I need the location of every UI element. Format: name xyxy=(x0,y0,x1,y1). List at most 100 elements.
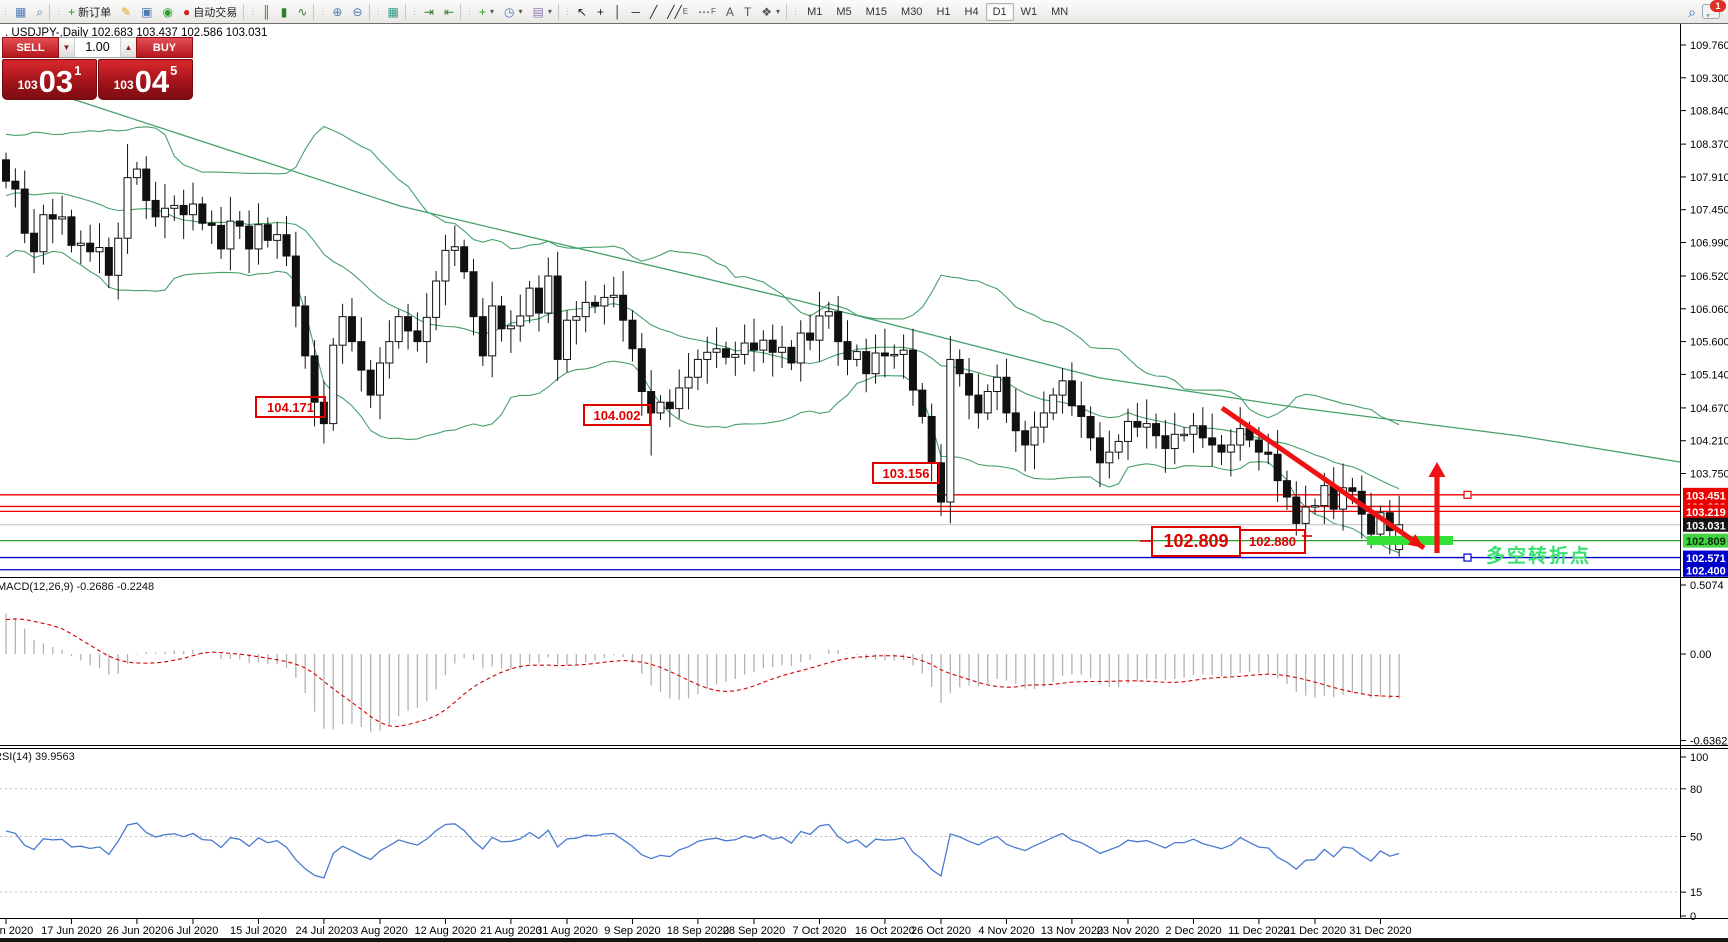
autotrading-button[interactable]: ● 自动交易 xyxy=(178,1,242,23)
tf-h4-label: H4 xyxy=(964,5,979,18)
date-tick-label: 24 Jul 2020 xyxy=(295,925,352,937)
autoscroll-icon[interactable]: ⇥ xyxy=(419,3,439,21)
channel-tool[interactable]: ╱╱ E xyxy=(662,3,693,21)
autotrading-button-label: 自动交易 xyxy=(193,6,238,19)
vertical-line-tool[interactable]: │ xyxy=(609,3,627,21)
horizontal-line-tool[interactable]: ─ xyxy=(626,3,645,21)
signals-icon[interactable]: ◉ xyxy=(158,3,178,21)
sell-button[interactable]: SELL xyxy=(2,37,59,58)
price-tick-label: 106.990 xyxy=(1690,238,1728,250)
tile-windows-icon[interactable]: ▦ xyxy=(383,3,404,21)
crosshair-tool[interactable]: + xyxy=(592,3,609,21)
toolbar-separator xyxy=(368,3,370,20)
chat-badge: 1 xyxy=(1710,0,1726,12)
date-tick-label: 31 Aug 2020 xyxy=(536,925,598,937)
search-icon[interactable]: ⌕ xyxy=(1688,3,1696,20)
buy-price-sup: 5 xyxy=(170,63,178,78)
price-tick-label: 103.750 xyxy=(1690,469,1728,481)
price-tick-label: 108.370 xyxy=(1690,139,1728,151)
label-tool-glyph: T xyxy=(743,4,752,19)
sell-price-sup: 1 xyxy=(74,63,82,78)
trendline-tool[interactable]: ╱ xyxy=(645,3,662,21)
cursor-tool[interactable]: ↖ xyxy=(572,3,592,21)
date-tick-label: 23 Nov 2020 xyxy=(1097,925,1159,937)
text-tool-glyph: A xyxy=(725,4,734,19)
toolbar-separator xyxy=(460,3,462,20)
tf-m15[interactable]: M15 xyxy=(859,3,894,21)
date-tick-label: 6 Jul 2020 xyxy=(168,925,219,937)
chart-window-icon[interactable]: ▦ xyxy=(10,3,31,21)
axis-price-tag: 102.571 xyxy=(1686,553,1726,565)
price-tick-label: 107.450 xyxy=(1690,205,1728,217)
date-tick-label: 7 Oct 2020 xyxy=(793,925,847,937)
toolbar-separator xyxy=(49,3,51,20)
volume-down-button[interactable]: ▼ xyxy=(59,38,75,57)
rsi-tick-label: 15 xyxy=(1690,887,1702,899)
volume-input[interactable]: 1.00 xyxy=(85,40,110,54)
price-tick-label: 106.520 xyxy=(1690,271,1728,283)
signals-icon-glyph: ◉ xyxy=(162,4,173,19)
crosshair-tool-glyph: + xyxy=(596,4,604,19)
label-tool[interactable]: T xyxy=(739,3,756,21)
tf-h4[interactable]: H4 xyxy=(958,3,986,21)
sell-price-prefix: 103 xyxy=(17,78,38,92)
new-order-button-label: 新订单 xyxy=(78,6,112,19)
rsi-tick-label: 100 xyxy=(1690,752,1708,764)
market-icon[interactable]: ▣ xyxy=(136,3,157,21)
rsi-tick-label: 50 xyxy=(1690,832,1702,844)
trendline-tool-glyph: ╱ xyxy=(650,4,658,19)
sell-price-big: 03 xyxy=(38,64,74,100)
zoom-out-icon[interactable]: ⊖ xyxy=(347,3,367,21)
rsi-tick-label: 0 xyxy=(1690,911,1696,923)
fibonacci-tool-glyph: ⋯ xyxy=(698,4,711,19)
tf-w1[interactable]: W1 xyxy=(1014,3,1045,21)
indicators-button[interactable]: + ▾ xyxy=(474,3,499,21)
tf-h1[interactable]: H1 xyxy=(929,3,957,21)
date-tick-label: 15 Jul 2020 xyxy=(230,925,287,937)
chat-icon[interactable]: 1 xyxy=(1702,0,1726,19)
tf-m1[interactable]: M1 xyxy=(800,3,829,21)
main-toolbar: ⋮ ▦ ⌕ ⋮ + 新订单 ✎ ▣ ◉ ● 自动交易 ⋮ ║ ▮ ∿ ⋮ ⊕ ⊖ ⋮ ▦ ⋮ ⇥ ⇤ ⋮ + ▾ ◷ ▾ ▤ ▾ ⋮ ↖ + │ ─… xyxy=(0,0,1728,24)
buy-price-prefix: 103 xyxy=(113,78,134,92)
tf-mn[interactable]: MN xyxy=(1044,3,1075,21)
candlestick-chart-icon-glyph: ▮ xyxy=(280,4,288,19)
volume-up-button[interactable]: ▲ xyxy=(120,38,136,57)
rsi-tick-label: 80 xyxy=(1690,784,1702,796)
periods-button[interactable]: ◷ ▾ xyxy=(499,3,528,21)
channel-tool-sub: E xyxy=(682,7,689,16)
date-tick-label: 18 Sep 2020 xyxy=(667,925,729,937)
tf-m30-label: M30 xyxy=(901,5,923,18)
new-order-button[interactable]: + 新订单 xyxy=(63,1,116,23)
tf-d1[interactable]: D1 xyxy=(985,2,1014,21)
templates-button[interactable]: ▤ ▾ xyxy=(528,3,557,21)
tf-w1-label: W1 xyxy=(1020,5,1038,18)
text-tool[interactable]: A xyxy=(721,3,739,21)
toolbar-grip: ⋮ xyxy=(562,6,572,16)
line-chart-icon[interactable]: ∿ xyxy=(292,3,312,21)
macd-tick-label: -0.6362 xyxy=(1690,736,1727,748)
chart-shift-icon[interactable]: ⇤ xyxy=(439,3,459,21)
tf-m5[interactable]: M5 xyxy=(829,3,858,21)
data-window-icon[interactable]: ⌕ xyxy=(31,3,48,21)
bar-chart-icon[interactable]: ║ xyxy=(257,3,276,21)
date-tick-label: 11 Dec 2020 xyxy=(1228,925,1290,937)
rsi-indicator-label: RSI(14) 39.9563 xyxy=(0,751,75,763)
buy-price-big: 04 xyxy=(134,64,170,100)
metaeditor-icon[interactable]: ✎ xyxy=(116,3,136,21)
autotrading-button-glyph: ● xyxy=(182,4,191,19)
market-icon-glyph: ▣ xyxy=(141,4,153,19)
bar-chart-icon-glyph: ║ xyxy=(262,4,271,19)
fibonacci-tool[interactable]: ⋯ F xyxy=(693,3,721,21)
chart-symbol-ohlc-line: . USDJPY-,Daily 102.683 103.437 102.586 … xyxy=(5,27,268,39)
candlestick-chart-icon[interactable]: ▮ xyxy=(276,3,293,21)
zoom-in-icon[interactable]: ⊕ xyxy=(327,3,347,21)
toolbar-grip: ⋮ xyxy=(409,6,419,16)
sell-price-tile[interactable]: 103 03 1 xyxy=(2,59,97,100)
buy-button[interactable]: BUY xyxy=(136,37,193,58)
zoom-out-icon-glyph: ⊖ xyxy=(352,4,363,19)
buy-price-tile[interactable]: 103 04 5 xyxy=(98,59,193,100)
tf-m30[interactable]: M30 xyxy=(894,3,929,21)
tf-m1-label: M1 xyxy=(807,5,823,18)
arrows-tool[interactable]: ❖ ▾ xyxy=(756,3,785,21)
